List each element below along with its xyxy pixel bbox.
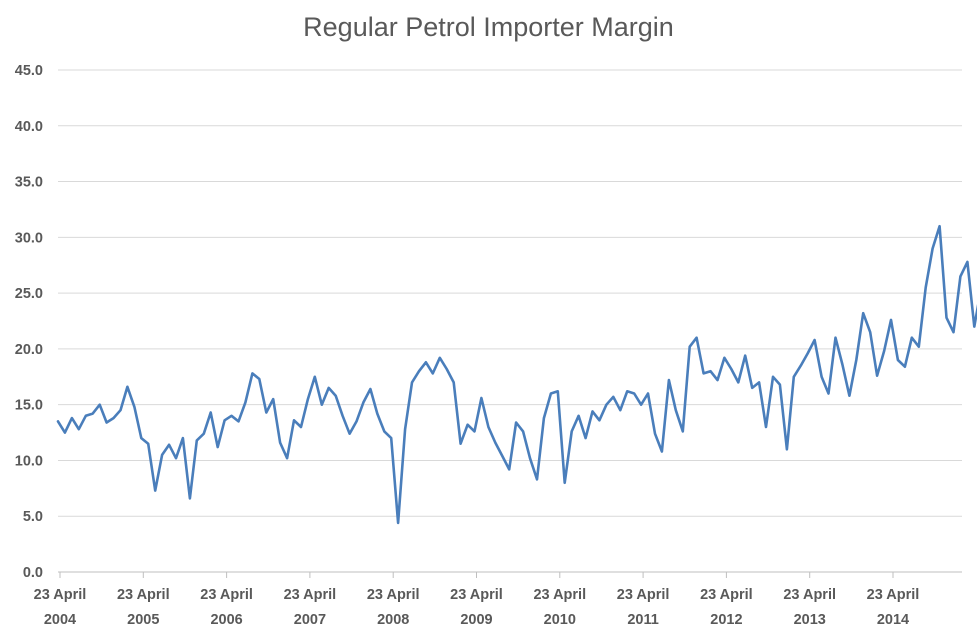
x-tick-label-day: 23 April [617, 587, 670, 603]
series-line [56, 224, 977, 525]
x-tick-label-year: 2014 [877, 612, 909, 628]
x-tick-label-day: 23 April [867, 587, 920, 603]
x-tick-label-year: 2009 [460, 612, 492, 628]
y-tick-label: 20.0 [15, 342, 43, 358]
y-tick-label: 45.0 [15, 63, 43, 79]
x-axis [58, 571, 962, 578]
y-tick-label: 30.0 [15, 230, 43, 246]
y-tick-label: 15.0 [15, 398, 43, 414]
chart-title: Regular Petrol Importer Margin [303, 12, 674, 42]
x-tick-label-day: 23 April [783, 587, 836, 603]
x-tick-label-day: 23 April [34, 587, 87, 603]
x-tick-label-day: 23 April [450, 587, 503, 603]
y-tick-label: 10.0 [15, 453, 43, 469]
y-tick-label: 35.0 [15, 175, 43, 191]
x-tick-label-year: 2013 [794, 612, 826, 628]
y-tick-label: 5.0 [23, 509, 43, 525]
x-tick-label-year: 2005 [127, 612, 159, 628]
x-tick-label-year: 2012 [710, 612, 742, 628]
y-tick-label: 25.0 [15, 286, 43, 302]
x-tick-label-year: 2011 [627, 612, 658, 628]
x-tick-label-year: 2008 [377, 612, 409, 628]
x-tick-label-day: 23 April [367, 587, 420, 603]
x-axis-ticks: 23 April 2004 23 April 2005 23 April 2006 23 A… [34, 587, 920, 628]
x-tick-label-year: 2006 [210, 612, 242, 628]
x-tick-label-day: 23 April [200, 587, 253, 603]
y-tick-label: 0.0 [23, 565, 43, 581]
x-tick-label-year: 2004 [44, 612, 76, 628]
x-tick-label-day: 23 April [284, 587, 337, 603]
y-tick-label: 40.0 [15, 119, 43, 135]
y-axis-ticks: 0.0 5.0 10.0 15.0 20.0 25.0 30.0 35.0 40.0 45.0 [15, 63, 43, 581]
series-layer [56, 224, 977, 525]
x-tick-label-day: 23 April [117, 587, 170, 603]
x-tick-label-day: 23 April [700, 587, 753, 603]
x-tick-label-year: 2010 [544, 612, 576, 628]
x-tick-label-year: 2007 [294, 612, 326, 628]
x-tick-label-day: 23 April [533, 587, 586, 603]
gridlines [58, 69, 962, 517]
